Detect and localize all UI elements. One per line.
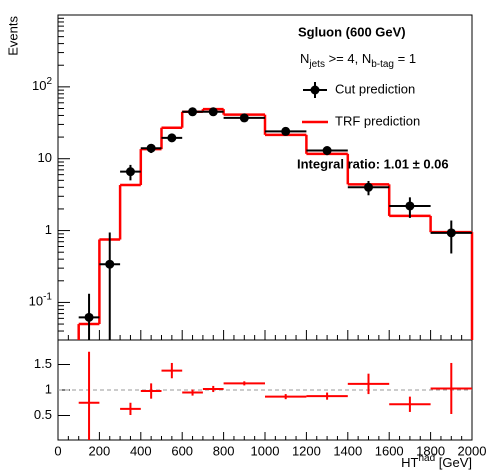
y-tick-exponent: 2 (46, 75, 52, 86)
data-point (146, 143, 156, 153)
data-point (208, 107, 218, 117)
y-tick-base: 10 (32, 78, 46, 93)
x-tick-label: 1800 (416, 443, 445, 458)
data-point (364, 182, 373, 192)
legend-marker (310, 85, 320, 95)
data-point (281, 126, 291, 136)
y-tick-base: 10 (29, 294, 43, 309)
y-tick-label: 1.5 (34, 356, 52, 371)
y-tick-label: 10-1 (29, 291, 53, 309)
superscript: had (418, 453, 435, 464)
data-point (405, 201, 415, 211)
title: Sgluon (600 GeV) (298, 24, 406, 39)
y-tick-label: 1 (45, 381, 52, 396)
legend-label: Cut prediction (335, 81, 415, 96)
data-point (446, 228, 456, 238)
x-tick-label: 0 (54, 443, 61, 458)
x-label-part: HT (401, 455, 418, 470)
x-tick-label: 1400 (333, 443, 362, 458)
x-tick-label: 2000 (458, 443, 487, 458)
data-point (322, 146, 332, 156)
x-axis-label: HThad [GeV] (401, 453, 472, 471)
y-tick-label: 102 (32, 75, 52, 93)
x-tick-label: 400 (130, 443, 152, 458)
legend-label: TRF prediction (335, 113, 420, 128)
annotation: Integral ratio: 1.01 ± 0.06 (297, 156, 449, 171)
data-point (125, 167, 135, 177)
x-tick-label: 200 (89, 443, 111, 458)
data-point (239, 113, 249, 123)
y-tick-label: 0.5 (34, 407, 52, 422)
y-tick-label: 10 (38, 150, 52, 165)
x-tick-label: 800 (213, 443, 235, 458)
selection-part: = 1 (394, 51, 416, 66)
y-tick-label: 1 (45, 222, 52, 237)
data-point (105, 259, 115, 269)
selection-part: >= 4, N (325, 51, 371, 66)
data-point (167, 133, 177, 143)
data-point (84, 312, 94, 322)
subscript: b-tag (371, 59, 394, 70)
y-tick-exponent: -1 (43, 291, 52, 302)
y-axis-label: Events (5, 16, 20, 56)
x-tick-label: 1000 (251, 443, 280, 458)
x-label-part: [GeV] (435, 455, 472, 470)
selection: Njets >= 4, Nb-tag = 1 (300, 51, 416, 69)
x-tick-label: 600 (171, 443, 193, 458)
x-tick-label: 1600 (375, 443, 404, 458)
selection-part: N (300, 51, 309, 66)
subscript: jets (308, 59, 325, 70)
x-tick-label: 1200 (292, 443, 321, 458)
data-point (188, 107, 198, 117)
